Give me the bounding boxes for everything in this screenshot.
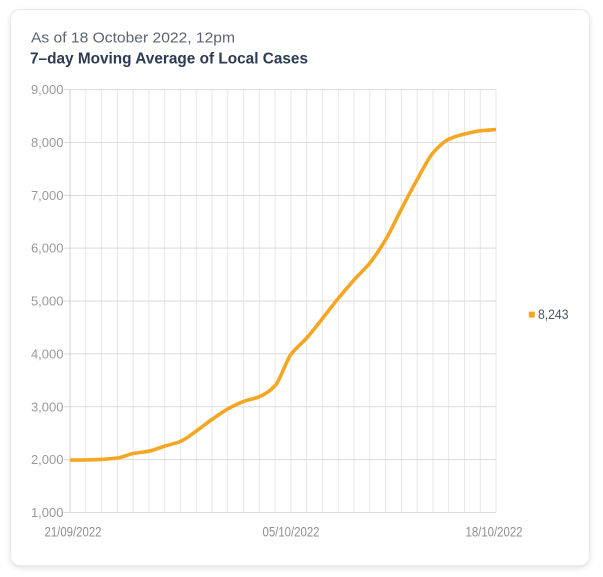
svg-text:2,000: 2,000 [31, 452, 64, 467]
svg-text:4,000: 4,000 [31, 346, 64, 361]
svg-text:9,000: 9,000 [31, 82, 64, 97]
svg-text:7–day Moving Average of Local: 7–day Moving Average of Local Cases [30, 51, 308, 68]
svg-text:18/10/2022: 18/10/2022 [466, 525, 523, 540]
svg-text:6,000: 6,000 [31, 241, 64, 256]
svg-text:8,243: 8,243 [538, 307, 569, 323]
svg-text:3,000: 3,000 [31, 399, 64, 414]
svg-text:7,000: 7,000 [31, 188, 64, 203]
svg-text:5,000: 5,000 [31, 294, 64, 309]
svg-text:1,000: 1,000 [31, 505, 64, 520]
svg-text:8,000: 8,000 [31, 135, 64, 150]
svg-text:05/10/2022: 05/10/2022 [263, 525, 320, 540]
svg-text:21/09/2022: 21/09/2022 [45, 525, 102, 540]
svg-text:As of 18 October 2022, 12pm: As of 18 October 2022, 12pm [31, 29, 235, 46]
